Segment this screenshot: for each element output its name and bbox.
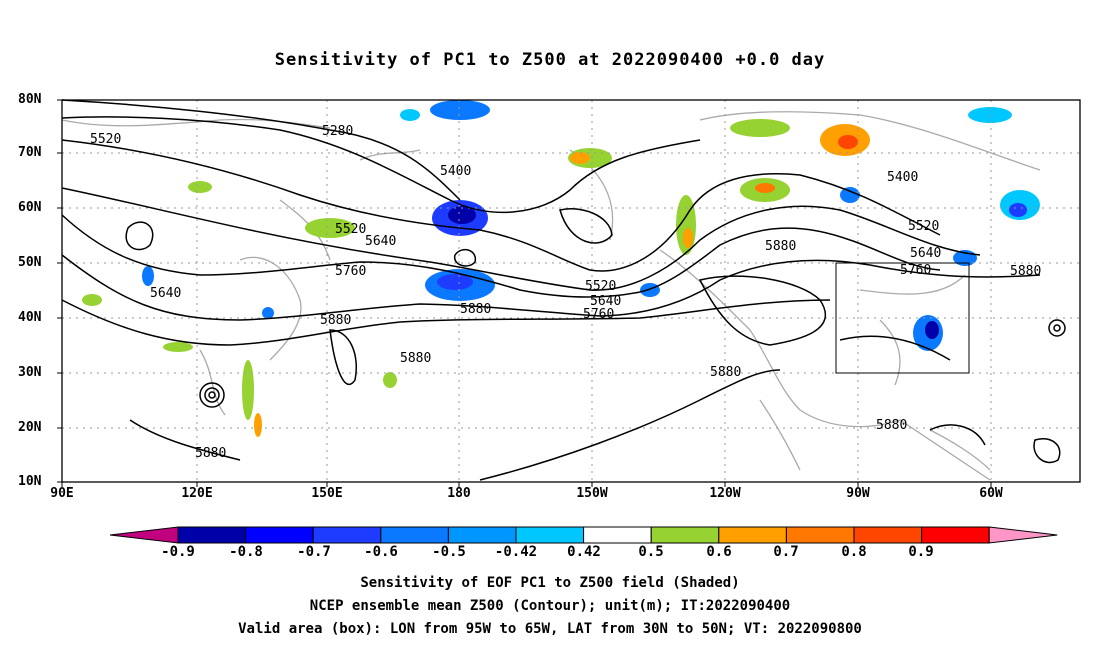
shade-blob [188,181,212,193]
colorbar-cell [650,526,720,544]
contour-label: 5880 [460,302,491,317]
lat-label: 50N [18,255,42,270]
shade-blob [838,135,858,149]
lon-label: 180 [447,486,471,501]
frame-ticks [57,99,992,487]
contour-label: 5880 [1010,264,1041,279]
shade-blob [163,342,193,352]
colorbar [109,526,1058,544]
lon-label: 120E [181,486,213,501]
colorbar-label: 0.42 [567,544,601,560]
contour-label: 5880 [195,446,226,461]
colorbar-cell [380,526,449,544]
colorbar-label: -0.42 [494,544,538,560]
contour-label: 5640 [590,294,621,309]
colorbar-cell [718,526,787,544]
contour-label: 5880 [320,313,351,328]
colorbar-cell [447,526,517,544]
shade-blob [430,100,490,120]
contour-label: 5880 [876,418,907,433]
shade-blob [925,321,939,339]
shade-blob [570,152,590,164]
shade-blob [1009,203,1027,217]
colorbar-label: -0.8 [229,544,263,560]
shade-blob [305,218,355,238]
lat-label: 80N [18,92,42,107]
shade-blob [968,107,1012,123]
contour-label: 5520 [335,222,366,237]
shade-blob [242,360,254,420]
contour-label: 5400 [887,170,918,185]
colorbar-label: -0.7 [297,544,331,560]
shade-blob [840,187,860,203]
colorbar-cell [853,526,923,544]
colorbar-arrow-high [988,526,1058,544]
shade-blob [730,119,790,137]
colorbar-cell [312,526,382,544]
lat-label: 60N [18,200,42,215]
colorbar-cell [245,526,314,544]
lon-label: 150E [311,486,343,501]
lat-label: 40N [18,310,42,325]
shade-blob [262,307,274,319]
contour-label: 5880 [710,365,741,380]
colorbar-cell [177,526,247,544]
shade-blob [82,294,102,306]
colorbar-arrow-low [109,526,179,544]
lon-label: 120W [709,486,741,501]
colorbar-label: -0.6 [364,544,398,560]
contour-label: 5520 [90,132,121,147]
contour-label: 5760 [583,307,614,322]
shade-blob [448,206,476,224]
shade-blob [400,109,420,121]
shade-blob [142,266,154,286]
colorbar-cell [921,526,990,544]
footer-line-3: Valid area (box): LON from 95W to 65W, L… [238,621,862,637]
colorbar-label: 0.9 [908,544,934,560]
contour-label: 5400 [440,164,471,179]
colorbar-cell [785,526,855,544]
contour-label: 5760 [900,263,931,278]
sensitivity-shading [82,100,1040,437]
shade-blob [683,228,693,248]
colorbar-label: 0.6 [706,544,732,560]
shade-blob [755,183,775,193]
colorbar-label: -0.5 [432,544,466,560]
colorbar-cell [583,526,652,544]
footer-line-2: NCEP ensemble mean Z500 (Contour); unit(… [309,598,791,614]
lat-label: 30N [18,365,42,380]
lon-label: 90W [846,486,870,501]
shade-blob [383,372,397,388]
contour-label: 5880 [765,239,796,254]
valid-area-box [835,262,970,374]
lat-label: 20N [18,420,42,435]
contour-label: 5640 [150,286,181,301]
map-title: Sensitivity of PC1 to Z500 at 2022090400… [274,50,826,70]
colorbar-label: -0.9 [161,544,195,560]
lat-label: 70N [18,145,42,160]
colorbar-cell [515,526,585,544]
lat-label: 10N [18,474,42,489]
contour-label: 5280 [322,124,353,139]
lon-label: 60W [979,486,1003,501]
contour-label: 5760 [335,264,366,279]
colorbar-label: 0.7 [773,544,799,560]
lon-label: 90E [50,486,74,501]
contour-label: 5520 [908,219,939,234]
contour-label: 5640 [365,234,396,249]
contour-label: 5640 [910,246,941,261]
shade-blob [437,274,473,290]
z500-contours [61,99,1066,481]
colorbar-label: 0.5 [638,544,664,560]
contour-labels: 5280 5520 5400 5520 5640 5760 5880 5520 … [90,124,1041,461]
colorbar-label: 0.8 [841,544,867,560]
footer-line-1: Sensitivity of EOF PC1 to Z500 field (Sh… [360,575,740,591]
contour-label: 5880 [400,351,431,366]
shade-blob [640,283,660,297]
lon-label: 150W [576,486,608,501]
map-frame [61,99,1081,483]
contour-label: 5520 [585,279,616,294]
shade-blob [254,413,262,437]
